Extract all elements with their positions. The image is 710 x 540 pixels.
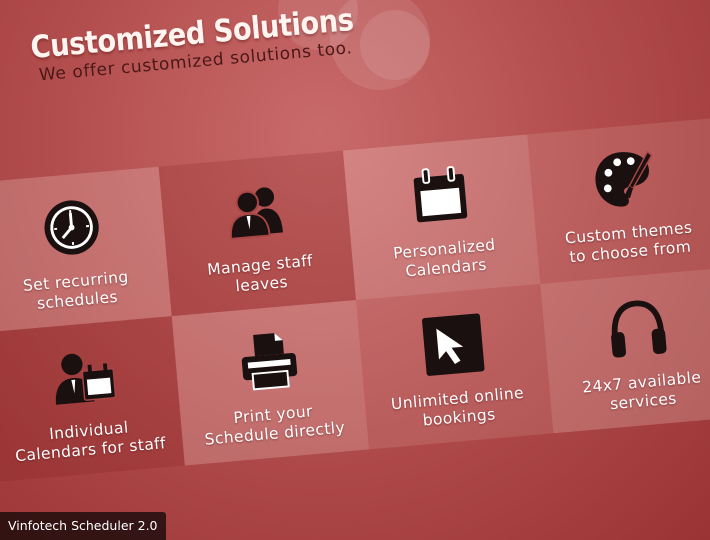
calendar-icon: [406, 162, 473, 229]
feature-tile-themes: Custom themes to choose from: [527, 118, 710, 284]
feature-label: Print your Schedule directly: [203, 402, 346, 449]
feature-tile-print: Print your Schedule directly: [171, 300, 370, 466]
feature-label: Custom themes to choose from: [564, 218, 694, 267]
cursor-icon: [419, 311, 486, 378]
feature-label: Unlimited online bookings: [390, 383, 525, 430]
feature-label: 24x7 available services: [581, 368, 702, 414]
feature-label: Personalized Calendars: [392, 235, 497, 281]
user-calendar-icon: [51, 343, 118, 410]
feature-label: Manage staff leaves: [206, 251, 314, 296]
feature-tile-individual: Individual Calendars for staff: [0, 316, 185, 482]
users-icon: [222, 178, 289, 245]
clock-icon: [38, 194, 105, 261]
feature-tile-recurring: Set recurring schedules: [0, 166, 172, 333]
feature-label: Set recurring schedules: [22, 267, 130, 313]
printer-icon: [235, 327, 302, 394]
decorative-glow: [330, 0, 430, 90]
feature-tile-support: 24x7 available services: [540, 267, 710, 434]
decorative-glow: [360, 10, 430, 80]
headphones-icon: [603, 295, 670, 362]
palette-icon: [590, 146, 657, 213]
feature-tile-calendars: Personalized Calendars: [342, 134, 541, 300]
footer-version-label: Vinfotech Scheduler 2.0: [0, 512, 166, 540]
feature-tile-staff-leaves: Manage staff leaves: [158, 150, 356, 317]
feature-tile-bookings: Unlimited online bookings: [356, 283, 554, 450]
feature-grid: Set recurring schedules Manage staff leave…: [0, 118, 710, 482]
feature-label: Individual Calendars for staff: [14, 418, 167, 466]
